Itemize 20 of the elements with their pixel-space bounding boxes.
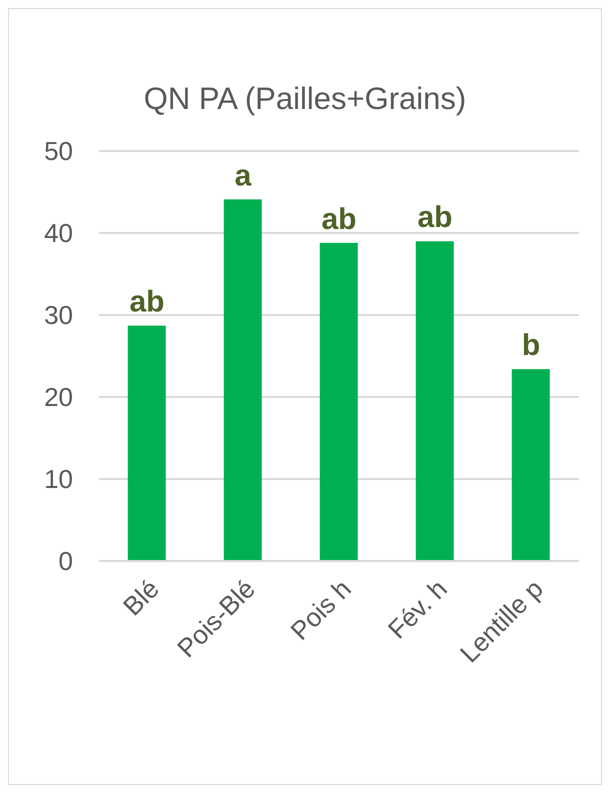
y-tick-label: 20 — [44, 382, 73, 412]
annotation: ab — [321, 202, 357, 236]
bar — [224, 199, 262, 561]
bar — [416, 241, 454, 561]
annotation: a — [234, 159, 252, 192]
y-tick-label: 50 — [44, 136, 73, 166]
x-tick-label: Fév. h — [382, 574, 453, 645]
bar — [512, 369, 550, 561]
annotation: ab — [129, 286, 165, 319]
annotation: ab — [417, 201, 453, 234]
bar — [128, 326, 166, 561]
annotation: b — [522, 329, 540, 362]
x-tick-label: Pois h — [284, 574, 357, 646]
bar — [320, 242, 358, 561]
y-tick-label: 10 — [44, 464, 73, 494]
y-tick-label: 40 — [44, 218, 73, 248]
y-tick-label: 30 — [44, 300, 73, 330]
x-tick-label: Blé — [117, 574, 165, 622]
y-tick-label: 0 — [58, 546, 73, 576]
chart-title: QN PA (Pailles+Grains) — [142, 80, 468, 118]
